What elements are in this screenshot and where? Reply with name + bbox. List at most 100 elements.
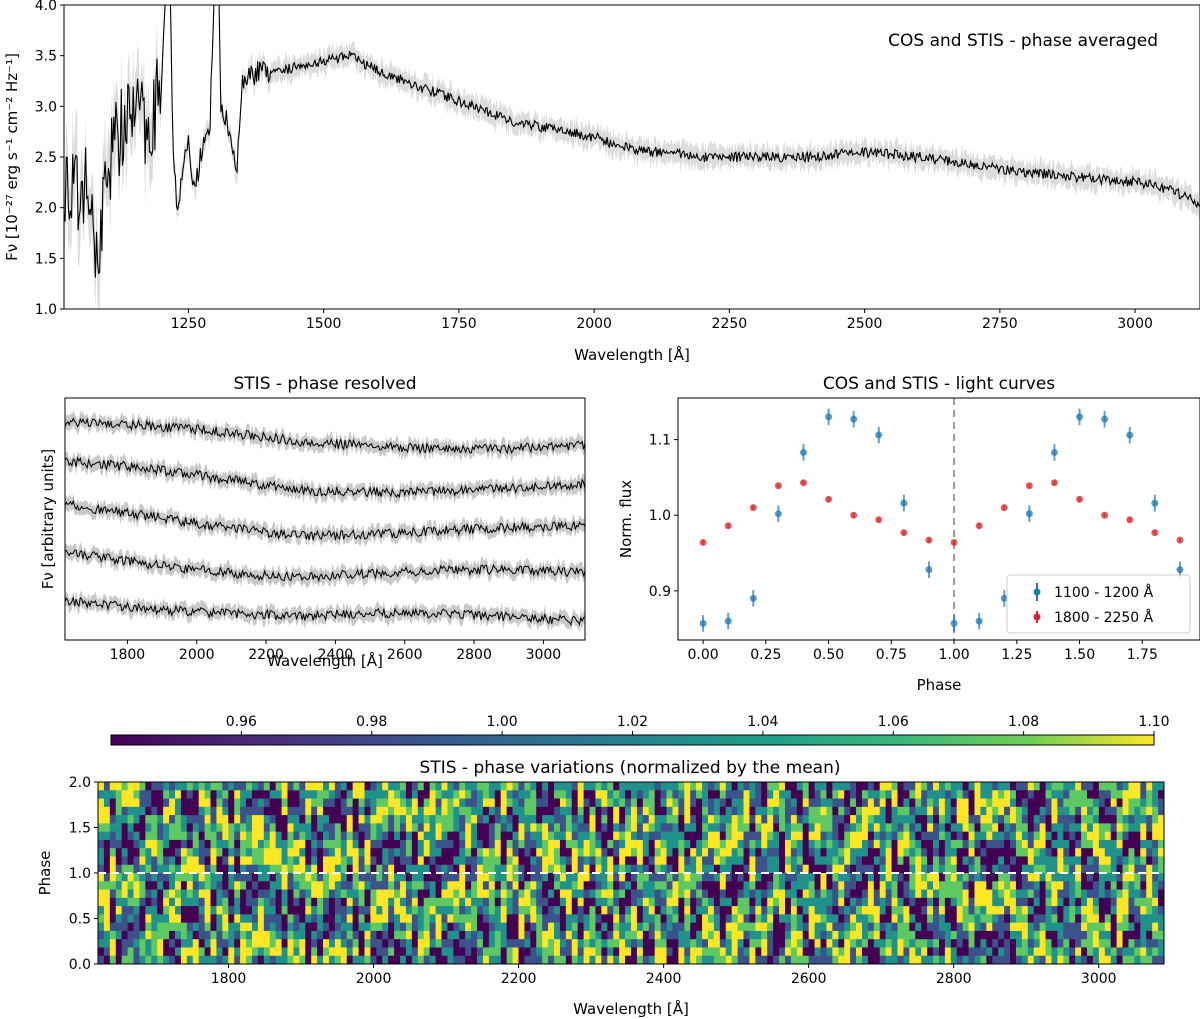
- heatmap-cell: [1063, 806, 1070, 816]
- heatmap-cell: [743, 782, 750, 791]
- heatmap-cell: [352, 922, 359, 932]
- heatmap-cell: [465, 856, 472, 866]
- heatmap-cell: [559, 914, 567, 924]
- heatmap-cell: [482, 955, 490, 965]
- heatmap-cell: [619, 856, 626, 866]
- heatmap-cell: [246, 806, 253, 816]
- heatmap-cell: [98, 848, 105, 857]
- heatmap-cell: [802, 815, 810, 824]
- heatmap-cell: [719, 906, 727, 915]
- heatmap-cell: [779, 922, 786, 932]
- heatmap-cell: [737, 848, 744, 857]
- heatmap-cell: [139, 839, 146, 849]
- heatmap-cell: [530, 831, 537, 841]
- heatmap-cell: [121, 790, 129, 799]
- heatmap-cell: [174, 864, 182, 874]
- heatmap-cell: [642, 831, 650, 841]
- heatmap-cell: [1158, 939, 1165, 948]
- heatmap-cell: [944, 806, 952, 816]
- heatmap-cell: [500, 798, 508, 808]
- heatmap-cell: [512, 930, 519, 940]
- heatmap-cell: [109, 922, 117, 932]
- heatmap-cell: [394, 798, 401, 808]
- heatmap-cell: [1158, 782, 1165, 791]
- heatmap-cell: [471, 955, 478, 965]
- heatmap-cell: [1110, 782, 1118, 791]
- heatmap-cell: [281, 815, 288, 824]
- heatmap-cell: [269, 839, 277, 849]
- heatmap-cell: [240, 906, 247, 915]
- heatmap-cell: [518, 839, 525, 849]
- heatmap-cell: [494, 889, 502, 899]
- heatmap-cell: [672, 806, 679, 816]
- heatmap-cell: [779, 831, 786, 841]
- heatmap-cell: [873, 790, 881, 799]
- heatmap-cell: [784, 897, 792, 907]
- heatmap-cell: [163, 831, 170, 841]
- heatmap-cell: [790, 839, 798, 849]
- heatmap-cell: [447, 922, 454, 932]
- heatmap-cell: [293, 881, 300, 890]
- heatmap-cell: [583, 914, 590, 924]
- heatmap-cell: [690, 947, 697, 957]
- heatmap-cell: [749, 782, 756, 791]
- heatmap-cell: [559, 930, 567, 940]
- heatmap-cell: [263, 864, 271, 874]
- heatmap-cell: [808, 815, 815, 824]
- heatmap-cell: [702, 856, 709, 866]
- heatmap-cell: [968, 914, 975, 924]
- heatmap-cell: [127, 930, 134, 940]
- heatmap-cell: [998, 873, 1005, 882]
- heatmap-cell: [400, 930, 407, 940]
- heatmap-cell: [488, 889, 496, 899]
- heatmap-cell: [169, 831, 176, 841]
- heatmap-cell: [743, 823, 750, 833]
- heatmap-cell: [773, 864, 780, 874]
- heatmap-cell: [382, 914, 389, 924]
- heatmap-cell: [773, 930, 780, 940]
- heatmap-cell: [713, 790, 721, 799]
- heatmap-cell: [1152, 906, 1159, 915]
- heatmap-cell: [589, 897, 596, 907]
- heatmap-cell: [944, 798, 952, 808]
- heatmap-cell: [186, 839, 194, 849]
- heatmap-cell: [897, 955, 904, 965]
- heatmap-cell: [411, 906, 419, 915]
- heatmap-cell: [625, 922, 632, 932]
- heatmap-cell: [861, 798, 869, 808]
- heatmap-cell: [879, 839, 887, 849]
- heatmap-cell: [500, 806, 508, 816]
- heatmap-cell: [506, 839, 513, 849]
- heatmap-cell: [465, 864, 472, 874]
- heatmap-cell: [885, 864, 892, 874]
- heatmap-cell: [1033, 947, 1041, 957]
- heatmap-cell: [127, 790, 134, 799]
- heatmap-cell: [1081, 806, 1088, 816]
- heatmap-cell: [512, 947, 519, 957]
- heatmap-cell: [725, 914, 733, 924]
- heatmap-cell: [1116, 914, 1123, 924]
- heatmap-cell: [334, 782, 342, 791]
- heatmap-cell: [749, 897, 756, 907]
- heatmap-cell: [305, 906, 312, 915]
- heatmap-cell: [968, 864, 975, 874]
- heatmap-cell: [678, 790, 685, 799]
- heatmap-cell: [317, 873, 324, 882]
- heatmap-cell: [548, 806, 555, 816]
- heatmap-cell: [370, 864, 377, 874]
- heatmap-cell: [246, 839, 253, 849]
- heatmap-cell: [305, 823, 312, 833]
- heatmap-cell: [192, 930, 200, 940]
- heatmap-cell: [376, 790, 383, 799]
- heatmap-cell: [163, 947, 170, 957]
- heatmap-cell: [707, 839, 715, 849]
- heatmap-cell: [376, 856, 383, 866]
- heatmap-cell: [370, 798, 377, 808]
- heatmap-cell: [115, 864, 123, 874]
- heatmap-cell: [287, 947, 294, 957]
- heatmap-cell: [174, 914, 182, 924]
- heatmap-cell: [204, 848, 211, 857]
- heatmap-cell: [619, 955, 626, 965]
- heatmap-cell: [601, 947, 608, 957]
- heatmap-cell: [779, 897, 786, 907]
